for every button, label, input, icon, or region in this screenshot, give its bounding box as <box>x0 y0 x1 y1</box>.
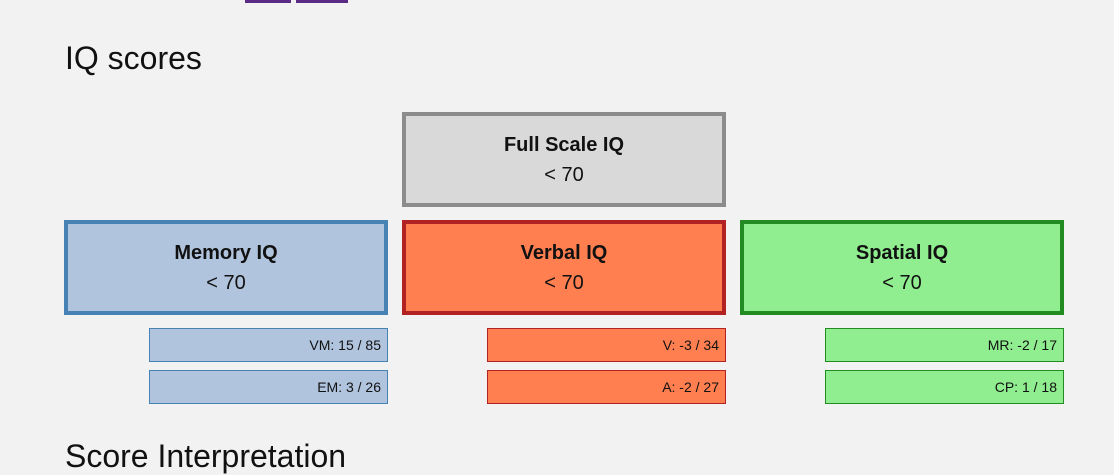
nav-tab[interactable] <box>245 0 291 3</box>
page-title: IQ scores <box>65 40 202 76</box>
score-box: Memory IQ < 70 <box>64 220 388 315</box>
page: IQ scores Full Scale IQ < 70 Memory IQ < … <box>64 0 1064 474</box>
section-heading: Score Interpretation <box>65 438 347 474</box>
box-label: Verbal IQ <box>520 241 608 264</box>
box-value: < 70 <box>882 271 922 294</box>
subscore-box: VM: 15 / 85 <box>149 328 388 362</box>
subscore-box: A: -2 / 27 <box>487 370 726 404</box>
score-box: Verbal IQ < 70 <box>402 220 726 315</box>
subscore-box: V: -3 / 34 <box>487 328 726 362</box>
subscore-box: CP: 1 / 18 <box>825 370 1064 404</box>
full-scale-box: Full Scale IQ < 70 <box>402 112 726 207</box>
box-label: Full Scale IQ <box>503 133 625 156</box>
box-value: < 70 <box>544 163 584 186</box>
box-label: Memory IQ <box>174 241 278 264</box>
score-box: Spatial IQ < 70 <box>740 220 1064 315</box>
nav-tab[interactable] <box>296 0 348 3</box>
box-label: Spatial IQ <box>855 241 949 264</box>
box-value: < 70 <box>206 271 246 294</box>
subscore-box: EM: 3 / 26 <box>149 370 388 404</box>
box-value: < 70 <box>544 271 584 294</box>
subscore-box: MR: -2 / 17 <box>825 328 1064 362</box>
